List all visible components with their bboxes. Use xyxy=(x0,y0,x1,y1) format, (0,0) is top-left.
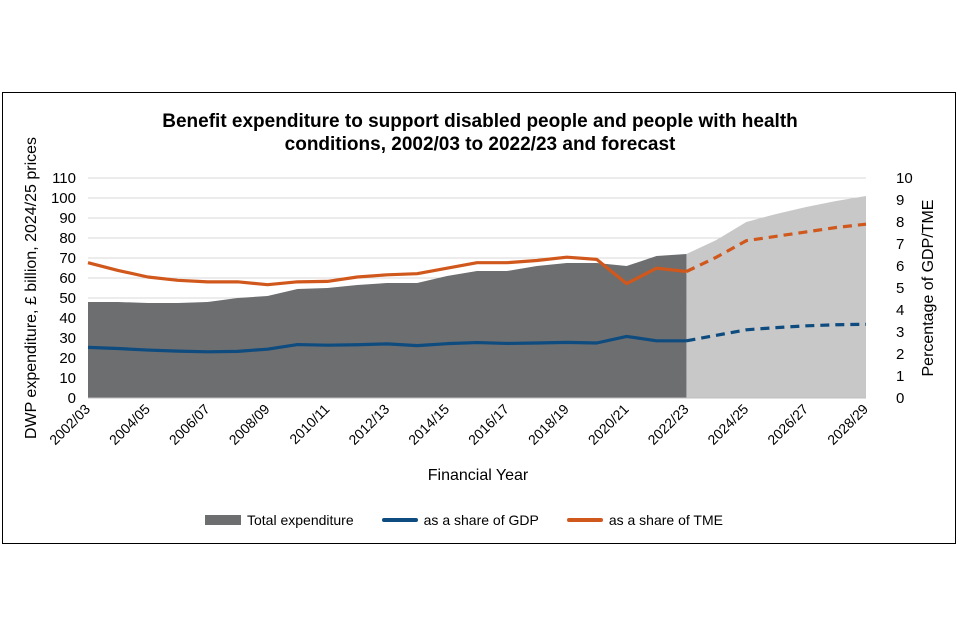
line-tme-forecast xyxy=(685,222,867,273)
y2-tick-label-4: 4 xyxy=(896,302,904,319)
x-tick-label-6: 2014/15 xyxy=(405,401,452,448)
y2-tick-label-2: 2 xyxy=(896,346,904,363)
x-tick-label-7: 2016/17 xyxy=(465,401,512,448)
x-axis-label: Financial Year xyxy=(428,467,529,484)
y2-tick-label-8: 8 xyxy=(896,214,904,231)
y-tick-label-0: 0 xyxy=(68,390,76,407)
area-series xyxy=(88,196,866,398)
y-tick-label-3: 30 xyxy=(59,330,76,347)
y-tick-label-2: 20 xyxy=(59,350,76,367)
x-tick-label-0: 2002/03 xyxy=(46,401,93,448)
y2-tick-label-9: 9 xyxy=(896,192,904,209)
x-tick-label-1: 2004/05 xyxy=(106,401,153,448)
x-tick-label-12: 2026/27 xyxy=(764,401,811,448)
legend-item-gdp: as a share of GDP xyxy=(381,512,539,528)
y-tick-label-8: 80 xyxy=(59,230,76,247)
y-tick-label-11: 110 xyxy=(52,170,76,187)
y2-tick-label-7: 7 xyxy=(896,236,904,253)
x-tick-label-9: 2020/21 xyxy=(585,401,632,448)
legend-item-tme: as a share of TME xyxy=(566,512,723,528)
line-gdp-forecast xyxy=(686,322,867,343)
x-tick-label-4: 2010/11 xyxy=(286,401,333,448)
y-tick-label-1: 10 xyxy=(59,370,76,387)
y-tick-label-4: 40 xyxy=(59,310,76,327)
x-tick-label-3: 2008/09 xyxy=(226,401,273,448)
legend-label-gdp: as a share of GDP xyxy=(423,512,539,528)
x-tick-label-5: 2012/13 xyxy=(345,401,392,448)
x-tick-label-13: 2028/29 xyxy=(824,401,871,448)
y-tick-label-7: 70 xyxy=(59,250,76,267)
x-tick-label-11: 2024/25 xyxy=(704,401,751,448)
y-tick-label-9: 90 xyxy=(59,210,76,227)
x-tick-label-10: 2022/23 xyxy=(644,401,691,448)
line-gdp-actual xyxy=(87,334,687,354)
y2-tick-label-6: 6 xyxy=(896,258,904,275)
y2-tick-label-5: 5 xyxy=(896,280,904,297)
x-tick-label-8: 2018/19 xyxy=(525,401,572,448)
y2-tick-label-3: 3 xyxy=(896,324,904,341)
legend-label-tme: as a share of TME xyxy=(608,512,723,528)
y2-axis-label: Percentage of GDP/TME xyxy=(920,200,937,377)
legend-swatch-gdp xyxy=(381,518,418,522)
legend-label-total: Total expenditure xyxy=(247,512,354,528)
y-tick-label-5: 50 xyxy=(59,290,76,307)
x-tick-label-2: 2006/07 xyxy=(166,401,213,448)
legend-item-total: Total expenditure xyxy=(205,512,354,528)
line-series xyxy=(87,222,867,354)
legend-swatch-total xyxy=(205,515,241,525)
y2-tick-label-1: 1 xyxy=(896,368,904,385)
legend: Total expenditure as a share of GDP as a… xyxy=(205,510,723,530)
line-tme-actual xyxy=(87,255,687,287)
area-total-forecast xyxy=(686,196,866,398)
area-total-actual xyxy=(88,254,687,398)
y-tick-label-10: 100 xyxy=(51,190,76,207)
y-axis-label: DWP expenditure, £ billion, 2024/25 pric… xyxy=(23,137,40,439)
y-tick-label-6: 60 xyxy=(59,270,76,287)
chart-title-line-1: Benefit expenditure to support disabled … xyxy=(162,111,798,132)
chart-title-line-2: conditions, 2002/03 to 2022/23 and forec… xyxy=(284,134,676,155)
y2-tick-label-0: 0 xyxy=(896,390,904,407)
legend-swatch-tme xyxy=(566,518,603,522)
chart-title: Benefit expenditure to support disabled … xyxy=(100,110,860,156)
y2-tick-label-10: 10 xyxy=(896,170,913,187)
